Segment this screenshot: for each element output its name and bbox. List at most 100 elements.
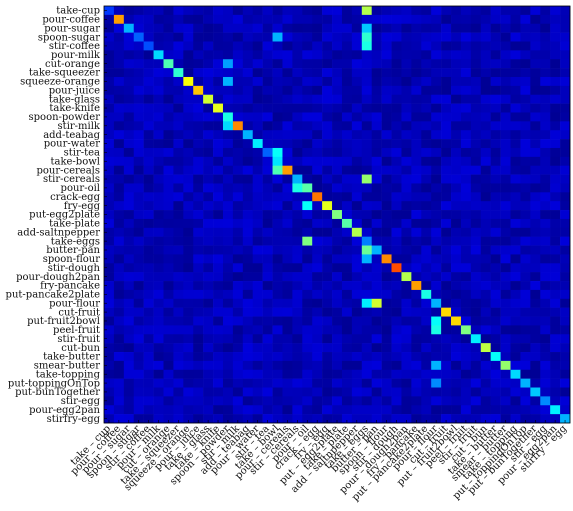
heatmap-cell-12-16 xyxy=(262,112,273,122)
heatmap-cell-26-41 xyxy=(510,236,521,246)
heatmap-cell-9-42 xyxy=(520,85,531,96)
heatmap-cell-12-0 xyxy=(104,112,115,122)
heatmap-cell-40-10 xyxy=(203,360,214,371)
heatmap-cell-27-10 xyxy=(203,245,214,255)
heatmap-cell-12-42 xyxy=(520,112,531,122)
heatmap-cell-38-7 xyxy=(173,343,184,353)
heatmap-cell-26-27 xyxy=(371,236,382,246)
heatmap-cell-23-3 xyxy=(133,210,144,220)
heatmap-cell-1-28 xyxy=(381,14,392,25)
heatmap-cell-2-22 xyxy=(322,23,333,33)
heatmap-cell-8-31 xyxy=(411,76,422,87)
heatmap-cell-10-0 xyxy=(104,94,115,104)
heatmap-cell-33-0 xyxy=(104,298,115,308)
heatmap-cell-29-45 xyxy=(550,263,561,273)
heatmap-cell-46-14 xyxy=(242,414,254,424)
heatmap-cell-6-26 xyxy=(361,59,372,69)
heatmap-cell-37-2 xyxy=(123,334,135,344)
heatmap-cell-8-40 xyxy=(500,76,511,87)
heatmap-cell-28-22 xyxy=(322,254,333,264)
heatmap-cell-32-12 xyxy=(222,289,234,300)
heatmap-cell-3-40 xyxy=(500,32,511,42)
heatmap-cell-37-3 xyxy=(133,334,144,344)
heatmap-cell-28-29 xyxy=(391,254,402,264)
heatmap-cell-1-27 xyxy=(371,14,382,25)
heatmap-cell-33-46 xyxy=(560,298,571,308)
heatmap-cell-35-22 xyxy=(322,316,333,326)
heatmap-cell-24-4 xyxy=(143,218,154,229)
heatmap-cell-12-17 xyxy=(272,112,283,122)
heatmap-cell-20-28 xyxy=(381,183,392,193)
heatmap-cell-6-25 xyxy=(351,59,363,69)
heatmap-cell-36-43 xyxy=(530,325,541,335)
heatmap-cell-32-39 xyxy=(490,289,501,300)
heatmap-cell-33-26 xyxy=(361,298,372,308)
heatmap-cell-31-20 xyxy=(302,281,313,291)
heatmap-cell-30-34 xyxy=(441,272,452,282)
heatmap-cell-17-4 xyxy=(143,156,154,166)
heatmap-cell-3-0 xyxy=(104,32,115,42)
heatmap-cell-5-43 xyxy=(530,50,541,60)
heatmap-cell-18-17 xyxy=(272,165,283,175)
heatmap-cell-3-33 xyxy=(431,32,442,42)
heatmap-cell-14-41 xyxy=(510,130,521,140)
heatmap-cell-32-26 xyxy=(361,289,372,300)
heatmap-cell-33-5 xyxy=(153,298,164,308)
heatmap-cell-3-7 xyxy=(173,32,184,42)
heatmap-cell-41-37 xyxy=(470,369,482,379)
heatmap-cell-9-39 xyxy=(490,85,501,96)
heatmap-cell-36-14 xyxy=(242,325,254,335)
heatmap-cell-6-41 xyxy=(510,59,521,69)
heatmap-cell-40-26 xyxy=(361,360,372,371)
heatmap-cell-1-33 xyxy=(431,14,442,25)
heatmap-cell-27-9 xyxy=(193,245,204,255)
heatmap-cell-15-21 xyxy=(312,139,323,149)
heatmap-cell-29-25 xyxy=(351,263,363,273)
heatmap-cell-0-1 xyxy=(113,6,125,16)
heatmap-cell-25-17 xyxy=(272,227,283,237)
heatmap-cell-14-7 xyxy=(173,130,184,140)
heatmap-cell-20-19 xyxy=(292,183,303,193)
heatmap-cell-26-37 xyxy=(470,236,482,246)
y-tick-label: cut-fruit xyxy=(58,307,100,318)
heatmap-cell-29-44 xyxy=(540,263,551,273)
heatmap-cell-32-40 xyxy=(500,289,511,300)
heatmap-cell-40-23 xyxy=(332,360,343,371)
heatmap-cell-0-2 xyxy=(123,6,135,16)
heatmap-cell-9-17 xyxy=(272,85,283,96)
heatmap-cell-16-30 xyxy=(401,147,412,158)
heatmap-cell-33-17 xyxy=(272,298,283,308)
heatmap-cell-24-5 xyxy=(153,218,164,229)
heatmap-cell-22-18 xyxy=(282,201,293,211)
heatmap-cell-14-6 xyxy=(163,130,174,140)
heatmap-cell-19-2 xyxy=(123,174,135,184)
heatmap-cell-7-24 xyxy=(341,68,353,78)
heatmap-cell-26-5 xyxy=(153,236,164,246)
heatmap-cell-27-46 xyxy=(560,245,571,255)
heatmap-cell-3-16 xyxy=(262,32,273,42)
heatmap-cell-23-13 xyxy=(232,210,244,220)
heatmap-cell-41-40 xyxy=(500,369,511,379)
heatmap-cell-13-4 xyxy=(143,121,154,131)
heatmap-cell-9-26 xyxy=(361,85,372,96)
heatmap-cell-29-42 xyxy=(520,263,531,273)
heatmap-cell-38-28 xyxy=(381,343,392,353)
heatmap-cell-40-30 xyxy=(401,360,412,371)
heatmap-cell-33-6 xyxy=(163,298,174,308)
heatmap-cell-26-33 xyxy=(431,236,442,246)
heatmap-cell-44-0 xyxy=(104,396,115,406)
heatmap-cell-41-13 xyxy=(232,369,244,379)
heatmap-cell-26-20 xyxy=(302,236,313,246)
heatmap-cell-33-10 xyxy=(203,298,214,308)
heatmap-cell-36-36 xyxy=(460,325,472,335)
heatmap-cell-31-3 xyxy=(133,281,144,291)
heatmap-cell-38-25 xyxy=(351,343,363,353)
heatmap-cell-13-2 xyxy=(123,121,135,131)
heatmap-cell-0-30 xyxy=(401,6,412,16)
heatmap-cell-43-9 xyxy=(193,387,204,397)
heatmap-cell-23-39 xyxy=(490,210,501,220)
heatmap-cell-16-6 xyxy=(163,147,174,158)
y-tick-label: stir-coffee xyxy=(49,41,100,52)
heatmap-cell-18-36 xyxy=(460,165,472,175)
heatmap-cell-24-19 xyxy=(292,218,303,229)
